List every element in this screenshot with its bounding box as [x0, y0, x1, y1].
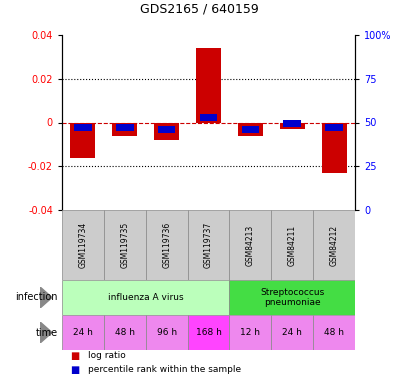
Bar	[187, 315, 229, 350]
Text: 12 h: 12 h	[240, 328, 260, 337]
Text: 48 h: 48 h	[115, 328, 135, 337]
Bar	[313, 315, 355, 350]
Text: GSM84213: GSM84213	[246, 224, 255, 266]
Text: GSM119734: GSM119734	[78, 222, 88, 268]
Text: log ratio: log ratio	[88, 351, 126, 361]
Bar	[74, 124, 92, 131]
Text: 24 h: 24 h	[282, 328, 302, 337]
Bar	[313, 210, 355, 280]
Text: GDS2165 / 640159: GDS2165 / 640159	[140, 2, 258, 15]
Text: ■: ■	[70, 351, 79, 361]
Text: Streptococcus
pneumoniae: Streptococcus pneumoniae	[260, 288, 324, 307]
Bar	[104, 315, 146, 350]
Bar	[112, 122, 137, 136]
Bar	[146, 315, 187, 350]
Text: 24 h: 24 h	[73, 328, 93, 337]
Bar	[62, 280, 229, 315]
Bar	[70, 122, 96, 157]
Bar	[322, 122, 347, 173]
Text: GSM119735: GSM119735	[120, 222, 129, 268]
Bar	[200, 114, 217, 121]
Text: GSM119737: GSM119737	[204, 222, 213, 268]
Bar	[238, 122, 263, 136]
Text: infection: infection	[16, 293, 58, 303]
Bar	[62, 210, 104, 280]
Bar	[62, 315, 104, 350]
Bar	[271, 315, 313, 350]
Bar	[187, 210, 229, 280]
Bar	[242, 126, 259, 133]
Text: GSM84212: GSM84212	[330, 224, 339, 266]
Text: 48 h: 48 h	[324, 328, 344, 337]
Bar	[271, 210, 313, 280]
Bar	[154, 122, 179, 140]
Bar	[146, 210, 187, 280]
Bar	[283, 120, 301, 127]
Text: 96 h: 96 h	[156, 328, 177, 337]
Bar	[229, 315, 271, 350]
Polygon shape	[40, 287, 52, 308]
Bar	[229, 210, 271, 280]
Text: time: time	[36, 328, 58, 338]
Polygon shape	[40, 322, 52, 343]
Bar	[104, 210, 146, 280]
Bar	[325, 124, 343, 131]
Text: GSM119736: GSM119736	[162, 222, 171, 268]
Text: 168 h: 168 h	[195, 328, 221, 337]
Text: percentile rank within the sample: percentile rank within the sample	[88, 366, 241, 374]
Text: GSM84211: GSM84211	[288, 224, 297, 266]
Text: influenza A virus: influenza A virus	[108, 293, 183, 302]
Bar	[196, 48, 221, 122]
Bar	[158, 126, 176, 133]
Bar	[116, 124, 134, 131]
Bar	[229, 280, 355, 315]
Text: ■: ■	[70, 365, 79, 375]
Bar	[280, 122, 305, 129]
